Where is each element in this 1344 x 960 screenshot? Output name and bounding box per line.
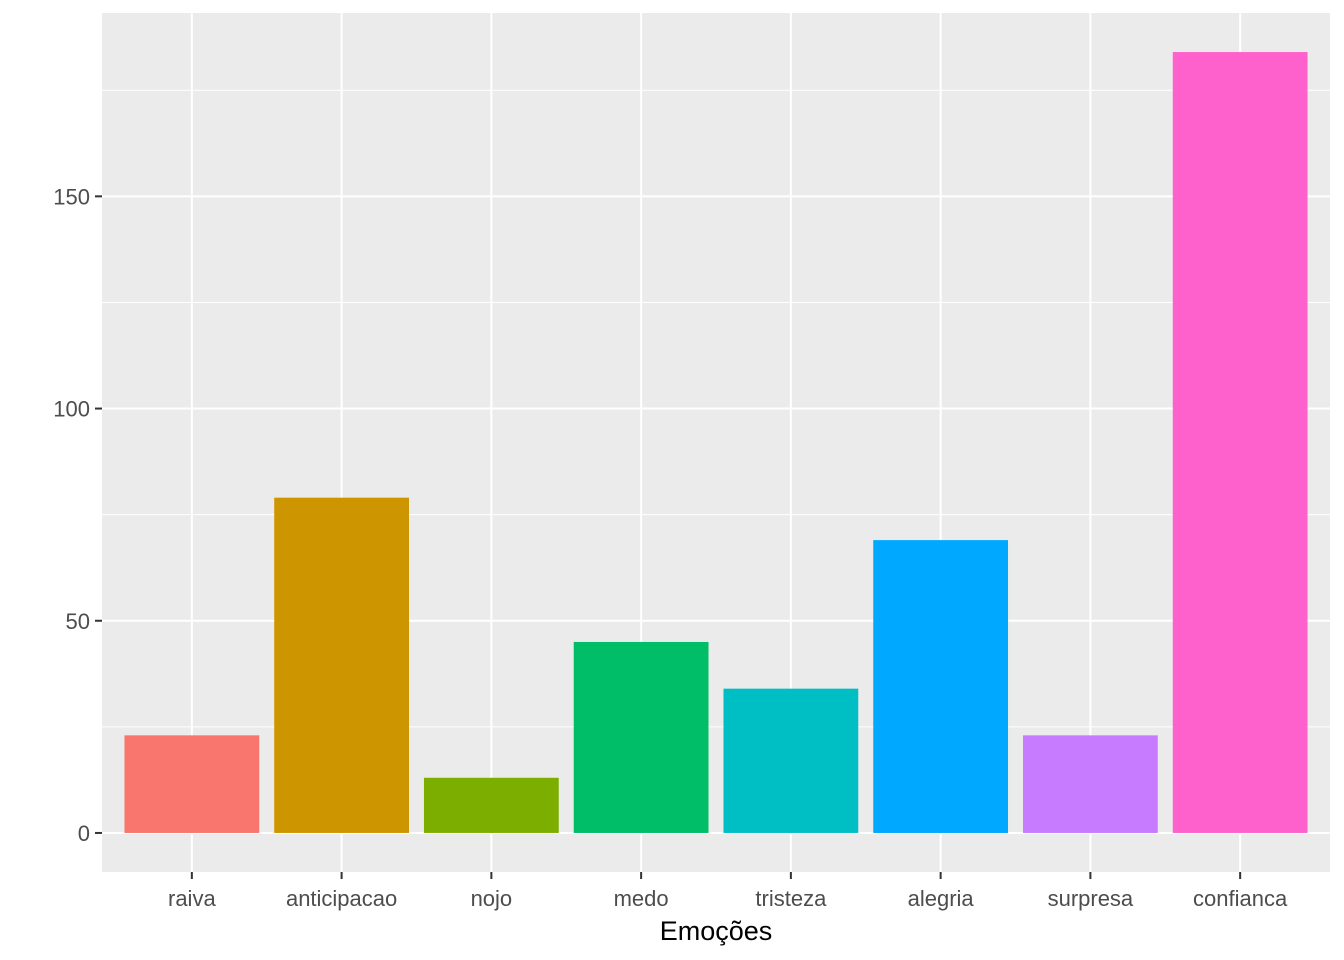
y-tick-label: 50 bbox=[66, 609, 90, 634]
x-axis: raiva anticipacao nojo medo tristeza alegria s… bbox=[168, 872, 1288, 911]
x-tick-label: confianca bbox=[1193, 886, 1288, 911]
y-tick-label: 0 bbox=[78, 821, 90, 846]
bar-tristeza bbox=[723, 688, 859, 833]
bar-medo bbox=[573, 641, 709, 833]
bar-surpresa bbox=[1023, 735, 1158, 833]
x-tick-label: anticipacao bbox=[286, 886, 397, 911]
bar-raiva bbox=[124, 735, 260, 833]
x-tick-label: surpresa bbox=[1048, 886, 1134, 911]
y-tick-label: 150 bbox=[53, 184, 90, 209]
bar-confianca bbox=[1172, 52, 1308, 833]
bars bbox=[124, 52, 1308, 833]
x-tick-label: nojo bbox=[471, 886, 513, 911]
x-axis-title: Emoções bbox=[660, 916, 773, 946]
bar-nojo bbox=[423, 777, 559, 833]
bar-alegria bbox=[873, 540, 1009, 833]
y-tick-label: 100 bbox=[53, 397, 90, 422]
bar-anticipacao bbox=[274, 497, 409, 833]
x-tick-label: tristeza bbox=[755, 886, 827, 911]
y-axis: 0 50 100 150 bbox=[53, 184, 102, 846]
x-tick-label: medo bbox=[614, 886, 669, 911]
x-tick-label: alegria bbox=[908, 886, 975, 911]
x-tick-label: raiva bbox=[168, 886, 216, 911]
